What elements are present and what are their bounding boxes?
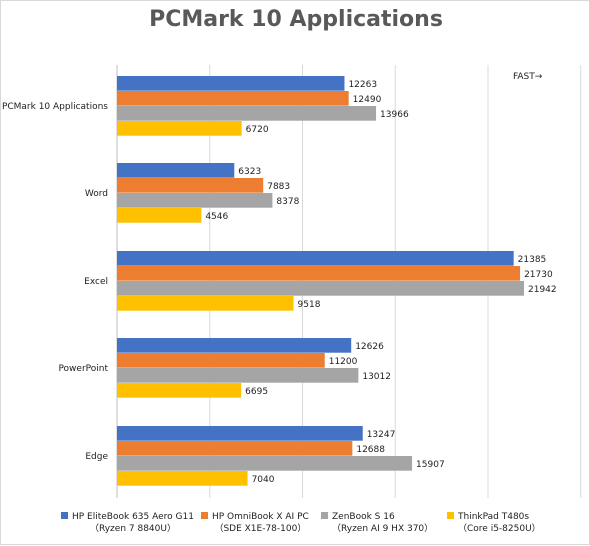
bar xyxy=(117,193,273,208)
legend-swatch xyxy=(321,512,328,519)
bar xyxy=(117,368,359,383)
legend: HP EliteBook 635 Aero G11 （Ryzen 7 8840U… xyxy=(1,511,590,545)
chart-title: PCMark 10 Applications xyxy=(149,7,443,32)
bar xyxy=(117,251,514,266)
bar-value-label: 8378 xyxy=(276,197,299,207)
bar xyxy=(117,163,235,178)
legend-sublabel: （Ryzen AI 9 HX 370） xyxy=(332,524,434,534)
bar-value-label: 13247 xyxy=(367,430,396,440)
legend-swatch xyxy=(201,512,208,519)
bars xyxy=(117,76,524,486)
bar-value-label: 7883 xyxy=(267,182,290,192)
category-label: Edge xyxy=(85,452,108,462)
category-label: Excel xyxy=(84,277,108,287)
bar xyxy=(117,76,345,91)
bar-value-label: 6720 xyxy=(246,125,269,135)
bar-value-label: 11200 xyxy=(329,357,358,367)
category-label: PowerPoint xyxy=(58,364,108,374)
fast-annotation: FAST→ xyxy=(513,72,543,82)
bar xyxy=(117,121,242,136)
legend-item: ThinkPad T480s （Core i5-8250U） xyxy=(447,511,541,535)
bar-value-label: 21385 xyxy=(518,255,547,265)
bar xyxy=(117,178,264,193)
bar xyxy=(117,106,377,121)
bar-value-label: 13012 xyxy=(362,372,391,382)
bar-value-label: 21942 xyxy=(528,285,557,295)
bar xyxy=(117,91,349,106)
category-label: PCMark 10 Applications xyxy=(2,102,108,112)
legend-sublabel: （Core i5-8250U） xyxy=(458,524,541,534)
bar-value-label: 12688 xyxy=(356,445,385,455)
bar-value-label: 9518 xyxy=(298,300,321,310)
bar xyxy=(117,471,248,486)
bar-value-label: 12263 xyxy=(348,80,377,90)
bar-value-label: 15907 xyxy=(416,460,445,470)
bar xyxy=(117,456,413,471)
category-labels: PCMark 10 Applications Word Excel PowerPoin… xyxy=(2,102,109,462)
bar xyxy=(117,281,524,296)
bar-value-label: 12626 xyxy=(355,342,384,352)
legend-item: ZenBook S 16 （Ryzen AI 9 HX 370） xyxy=(321,511,433,535)
bar xyxy=(117,383,242,398)
category-label: Word xyxy=(85,189,108,199)
bar-value-label: 13966 xyxy=(380,110,409,120)
bar-value-label: 4546 xyxy=(205,212,228,222)
bar-value-label: 7040 xyxy=(252,475,275,485)
legend-item: HP OmniBook X AI PC （SDE X1E-78-100） xyxy=(201,511,309,535)
bar xyxy=(117,338,352,353)
bar xyxy=(117,441,353,456)
legend-sublabel: （Ryzen 7 8840U） xyxy=(89,524,176,534)
legend-label: ThinkPad T480s xyxy=(458,512,530,522)
legend-label: HP OmniBook X AI PC xyxy=(212,512,309,522)
legend-item: HP EliteBook 635 Aero G11 （Ryzen 7 8840U… xyxy=(61,511,194,535)
bar xyxy=(117,266,521,281)
legend-sublabel: （SDE X1E-78-100） xyxy=(214,524,307,534)
legend-label: HP EliteBook 635 Aero G11 xyxy=(72,512,194,522)
bar xyxy=(117,208,202,223)
legend-swatch xyxy=(447,512,454,519)
bar xyxy=(117,426,363,441)
legend-label: ZenBook S 16 xyxy=(332,512,395,522)
bar xyxy=(117,296,294,311)
bar-value-label: 6695 xyxy=(245,387,268,397)
bar-value-label: 21730 xyxy=(524,270,553,280)
legend-swatch xyxy=(61,512,68,519)
bar-value-label: 6323 xyxy=(238,167,261,177)
bar-value-label: 12490 xyxy=(353,95,382,105)
bar xyxy=(117,353,325,368)
data-labels: 12263 12490 13966 6720 6323 7883 8378 4546 21385… xyxy=(205,80,556,485)
